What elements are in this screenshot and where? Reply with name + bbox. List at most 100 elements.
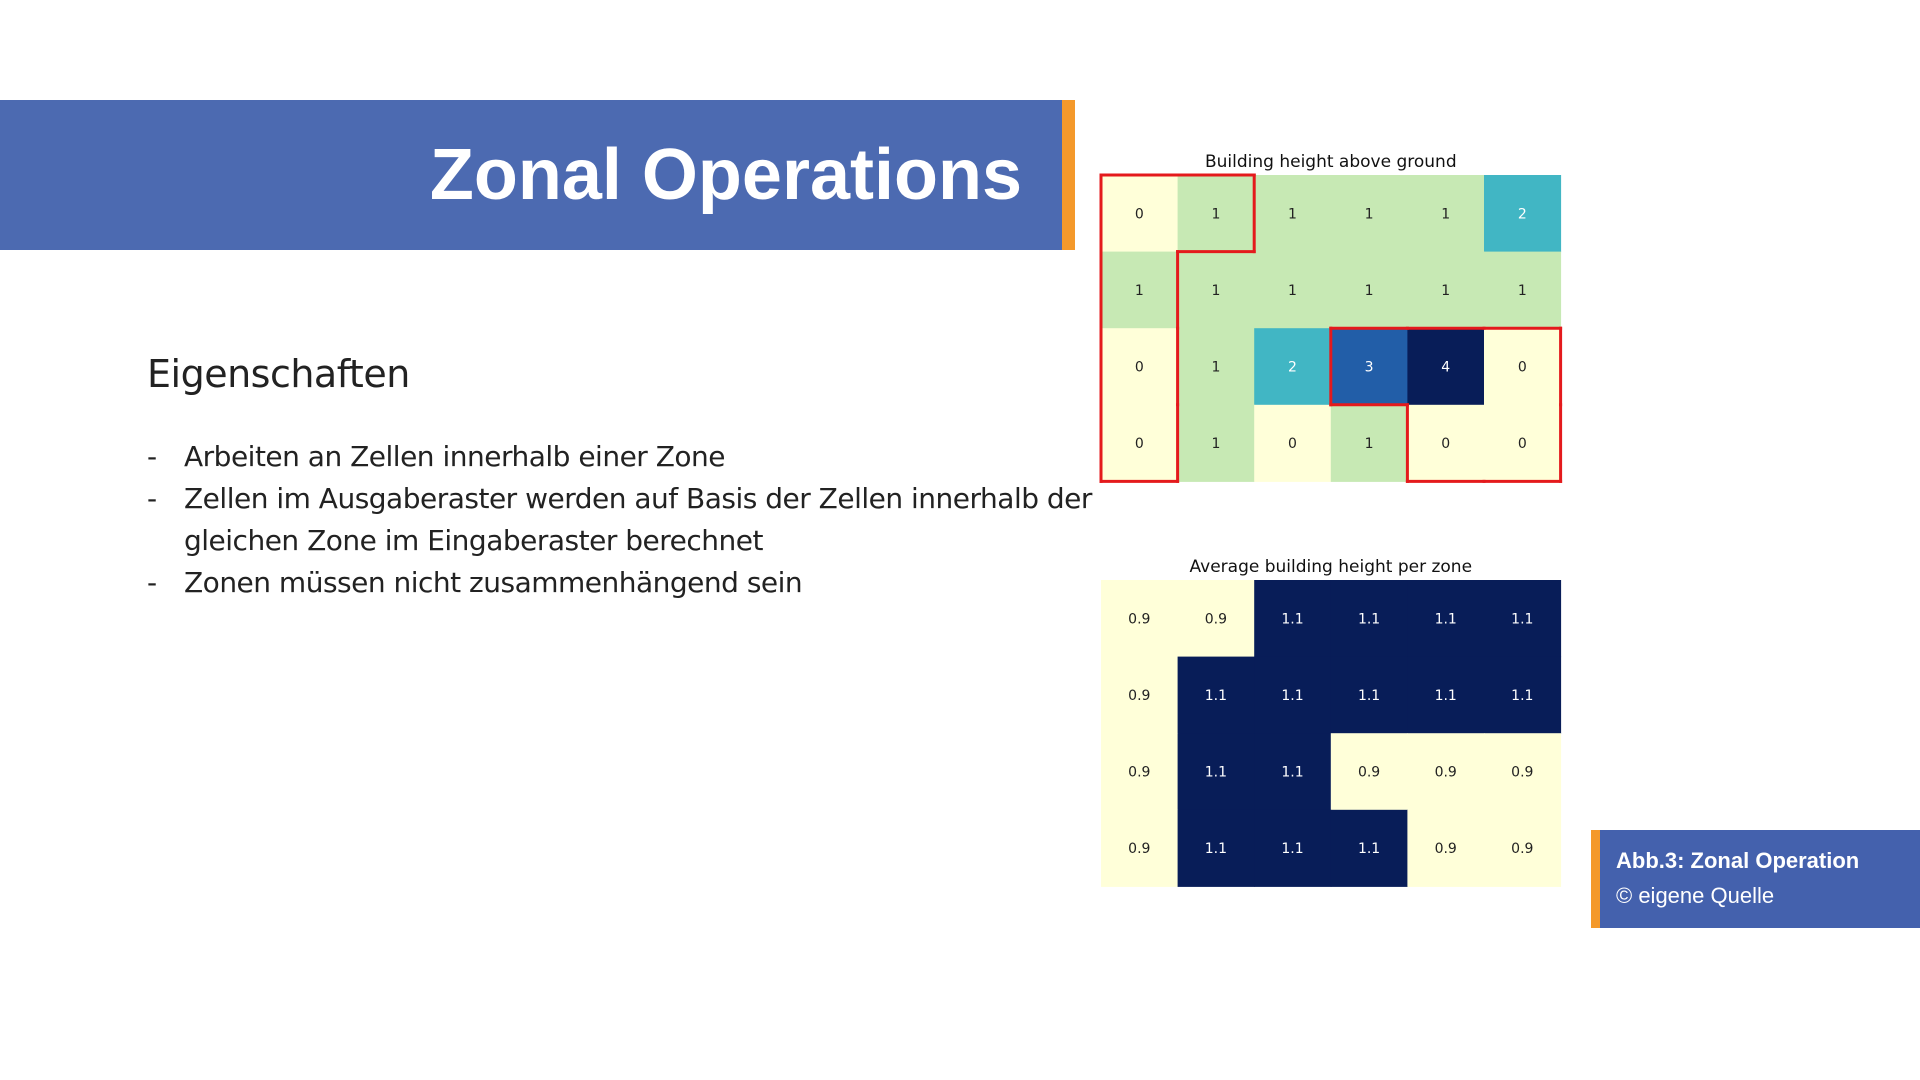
- cell-value-label: 1: [1288, 206, 1297, 222]
- heatmap-cell: [1254, 175, 1332, 253]
- heatmap-cell: [1330, 175, 1408, 253]
- bullet-dash: -: [147, 482, 157, 515]
- cell-value-label: 1.1: [1281, 841, 1303, 857]
- cell-value-label: 1: [1441, 283, 1450, 299]
- cell-value-label: 1.1: [1435, 688, 1457, 704]
- heatmap-cell: [1330, 809, 1408, 887]
- heatmap-cell: [1407, 580, 1485, 658]
- heatmap-cell: [1101, 175, 1179, 253]
- bullet-dash: -: [147, 440, 157, 473]
- cell-value-label: 2: [1518, 206, 1527, 222]
- heatmap-cell: [1484, 809, 1562, 887]
- heatmap-cell: [1177, 175, 1255, 253]
- cell-value-label: 0.9: [1511, 765, 1533, 781]
- cell-value-label: 1.1: [1358, 611, 1380, 627]
- cell-value-label: 0.9: [1128, 611, 1150, 627]
- cell-value-label: 0.9: [1435, 765, 1457, 781]
- heatmap-cell: [1407, 404, 1485, 482]
- bullet-text: Zellen im Ausgaberaster werden auf Basis…: [184, 482, 1092, 557]
- heatmap-cell: [1484, 175, 1562, 253]
- heatmap-cell: [1484, 328, 1562, 406]
- caption-title: Abb.3: Zonal Operation: [1616, 848, 1860, 873]
- title-accent-bar: [1062, 100, 1075, 250]
- chart-title-average-height: Average building height per zone: [1190, 557, 1473, 577]
- heatmap-cell: [1101, 809, 1179, 887]
- cell-value-label: 0: [1518, 436, 1527, 452]
- cell-value-label: 1.1: [1281, 765, 1303, 781]
- bullet-item: - Zonen müssen nicht zusammenhängend sei…: [147, 562, 1097, 604]
- heatmap-cell: [1407, 251, 1485, 329]
- cell-value-label: 0.9: [1128, 841, 1150, 857]
- heatmap-average-height: 0.9 0.9 1.1 1.1 1.1 1.1 0.9 1.1 1.1 1.1 1.1 1.1 0.9 1…: [1101, 580, 1562, 887]
- cell-value-label: 1.1: [1435, 611, 1457, 627]
- cell-value-label: 2: [1288, 360, 1297, 376]
- heatmap-cell: [1177, 656, 1255, 734]
- heatmap-cell: [1177, 580, 1255, 658]
- heatmap-cell: [1254, 404, 1332, 482]
- cell-value-label: 0.9: [1511, 841, 1533, 857]
- bullet-item: - Arbeiten an Zellen innerhalb einer Zon…: [147, 436, 1097, 478]
- caption-source: © eigene Quelle: [1616, 883, 1775, 908]
- bullet-item: - Zellen im Ausgaberaster werden auf Bas…: [147, 478, 1097, 562]
- heatmap-cell: [1177, 809, 1255, 887]
- heatmap-cell: [1330, 251, 1408, 329]
- heatmap-cell: [1254, 251, 1332, 329]
- cell-value-label: 1: [1441, 206, 1450, 222]
- zone-outline: [1099, 173, 1563, 483]
- cell-value-label: 0: [1135, 206, 1144, 222]
- heatmap-cell: [1254, 580, 1332, 658]
- heatmap-cell: [1484, 251, 1562, 329]
- cell-value-label: 4: [1441, 360, 1450, 376]
- heatmap-cell: [1177, 733, 1255, 811]
- heatmap-cell: [1330, 328, 1408, 406]
- cell-value-label: 1.1: [1358, 688, 1380, 704]
- section-heading: Eigenschaften: [147, 352, 410, 396]
- cell-value-label: 0: [1441, 436, 1450, 452]
- heatmap-cell: [1177, 251, 1255, 329]
- cell-value-label: 1.1: [1511, 688, 1533, 704]
- cell-value-label: 1: [1365, 436, 1374, 452]
- heatmap-cell: [1101, 328, 1179, 406]
- bullet-dash: -: [147, 566, 157, 599]
- heatmap-cell: [1484, 656, 1562, 734]
- heatmap-cell: [1177, 328, 1255, 406]
- heatmap-cell: [1101, 251, 1179, 329]
- heatmap-cell: [1484, 733, 1562, 811]
- heatmap-cell: [1484, 580, 1562, 658]
- cell-value-label: 3: [1365, 360, 1374, 376]
- cell-value-label: 1: [1135, 283, 1144, 299]
- cell-value-label: 0.9: [1128, 688, 1150, 704]
- cell-value-label: 1: [1211, 206, 1220, 222]
- heatmap-cell: [1101, 404, 1179, 482]
- cell-value-label: 1: [1211, 436, 1220, 452]
- cell-value-label: 1.1: [1205, 841, 1227, 857]
- cell-value-label: 1.1: [1511, 611, 1533, 627]
- cell-value-label: 1.1: [1205, 688, 1227, 704]
- heatmap-cell: [1484, 404, 1562, 482]
- heatmap-cell: [1254, 809, 1332, 887]
- heatmap-cell: [1330, 404, 1408, 482]
- heatmap-cell: [1407, 733, 1485, 811]
- figure-caption: Abb.3: Zonal Operation © eigene Quelle: [1591, 830, 1920, 928]
- heatmap-building-height: 0 1 1 1 1 2 1 1 1 1 1 1 0 1 2 3 4 0 0 1 0 1 0 0: [1101, 175, 1562, 482]
- cell-value-label: 0: [1518, 360, 1527, 376]
- heatmap-cell: [1254, 656, 1332, 734]
- heatmap-cell: [1407, 328, 1485, 406]
- cell-value-label: 1: [1518, 283, 1527, 299]
- cell-value-label: 0: [1135, 436, 1144, 452]
- cell-value-label: 1.1: [1205, 765, 1227, 781]
- cell-value-label: 1: [1365, 206, 1374, 222]
- cell-value-label: 0.9: [1435, 841, 1457, 857]
- caption-accent-bar: [1591, 830, 1600, 928]
- heatmap-cell: [1407, 175, 1485, 253]
- heatmap-cell: [1330, 733, 1408, 811]
- heatmap-cell: [1407, 656, 1485, 734]
- cell-value-label: 1: [1288, 283, 1297, 299]
- chart-title-building-height: Building height above ground: [1205, 152, 1457, 172]
- slide-title: Zonal Operations: [429, 135, 1022, 215]
- cell-value-label: 1.1: [1281, 611, 1303, 627]
- bullet-text: Zonen müssen nicht zusammenhängend sein: [184, 566, 803, 599]
- heatmap-cell: [1177, 404, 1255, 482]
- heatmap-cell: [1330, 580, 1408, 658]
